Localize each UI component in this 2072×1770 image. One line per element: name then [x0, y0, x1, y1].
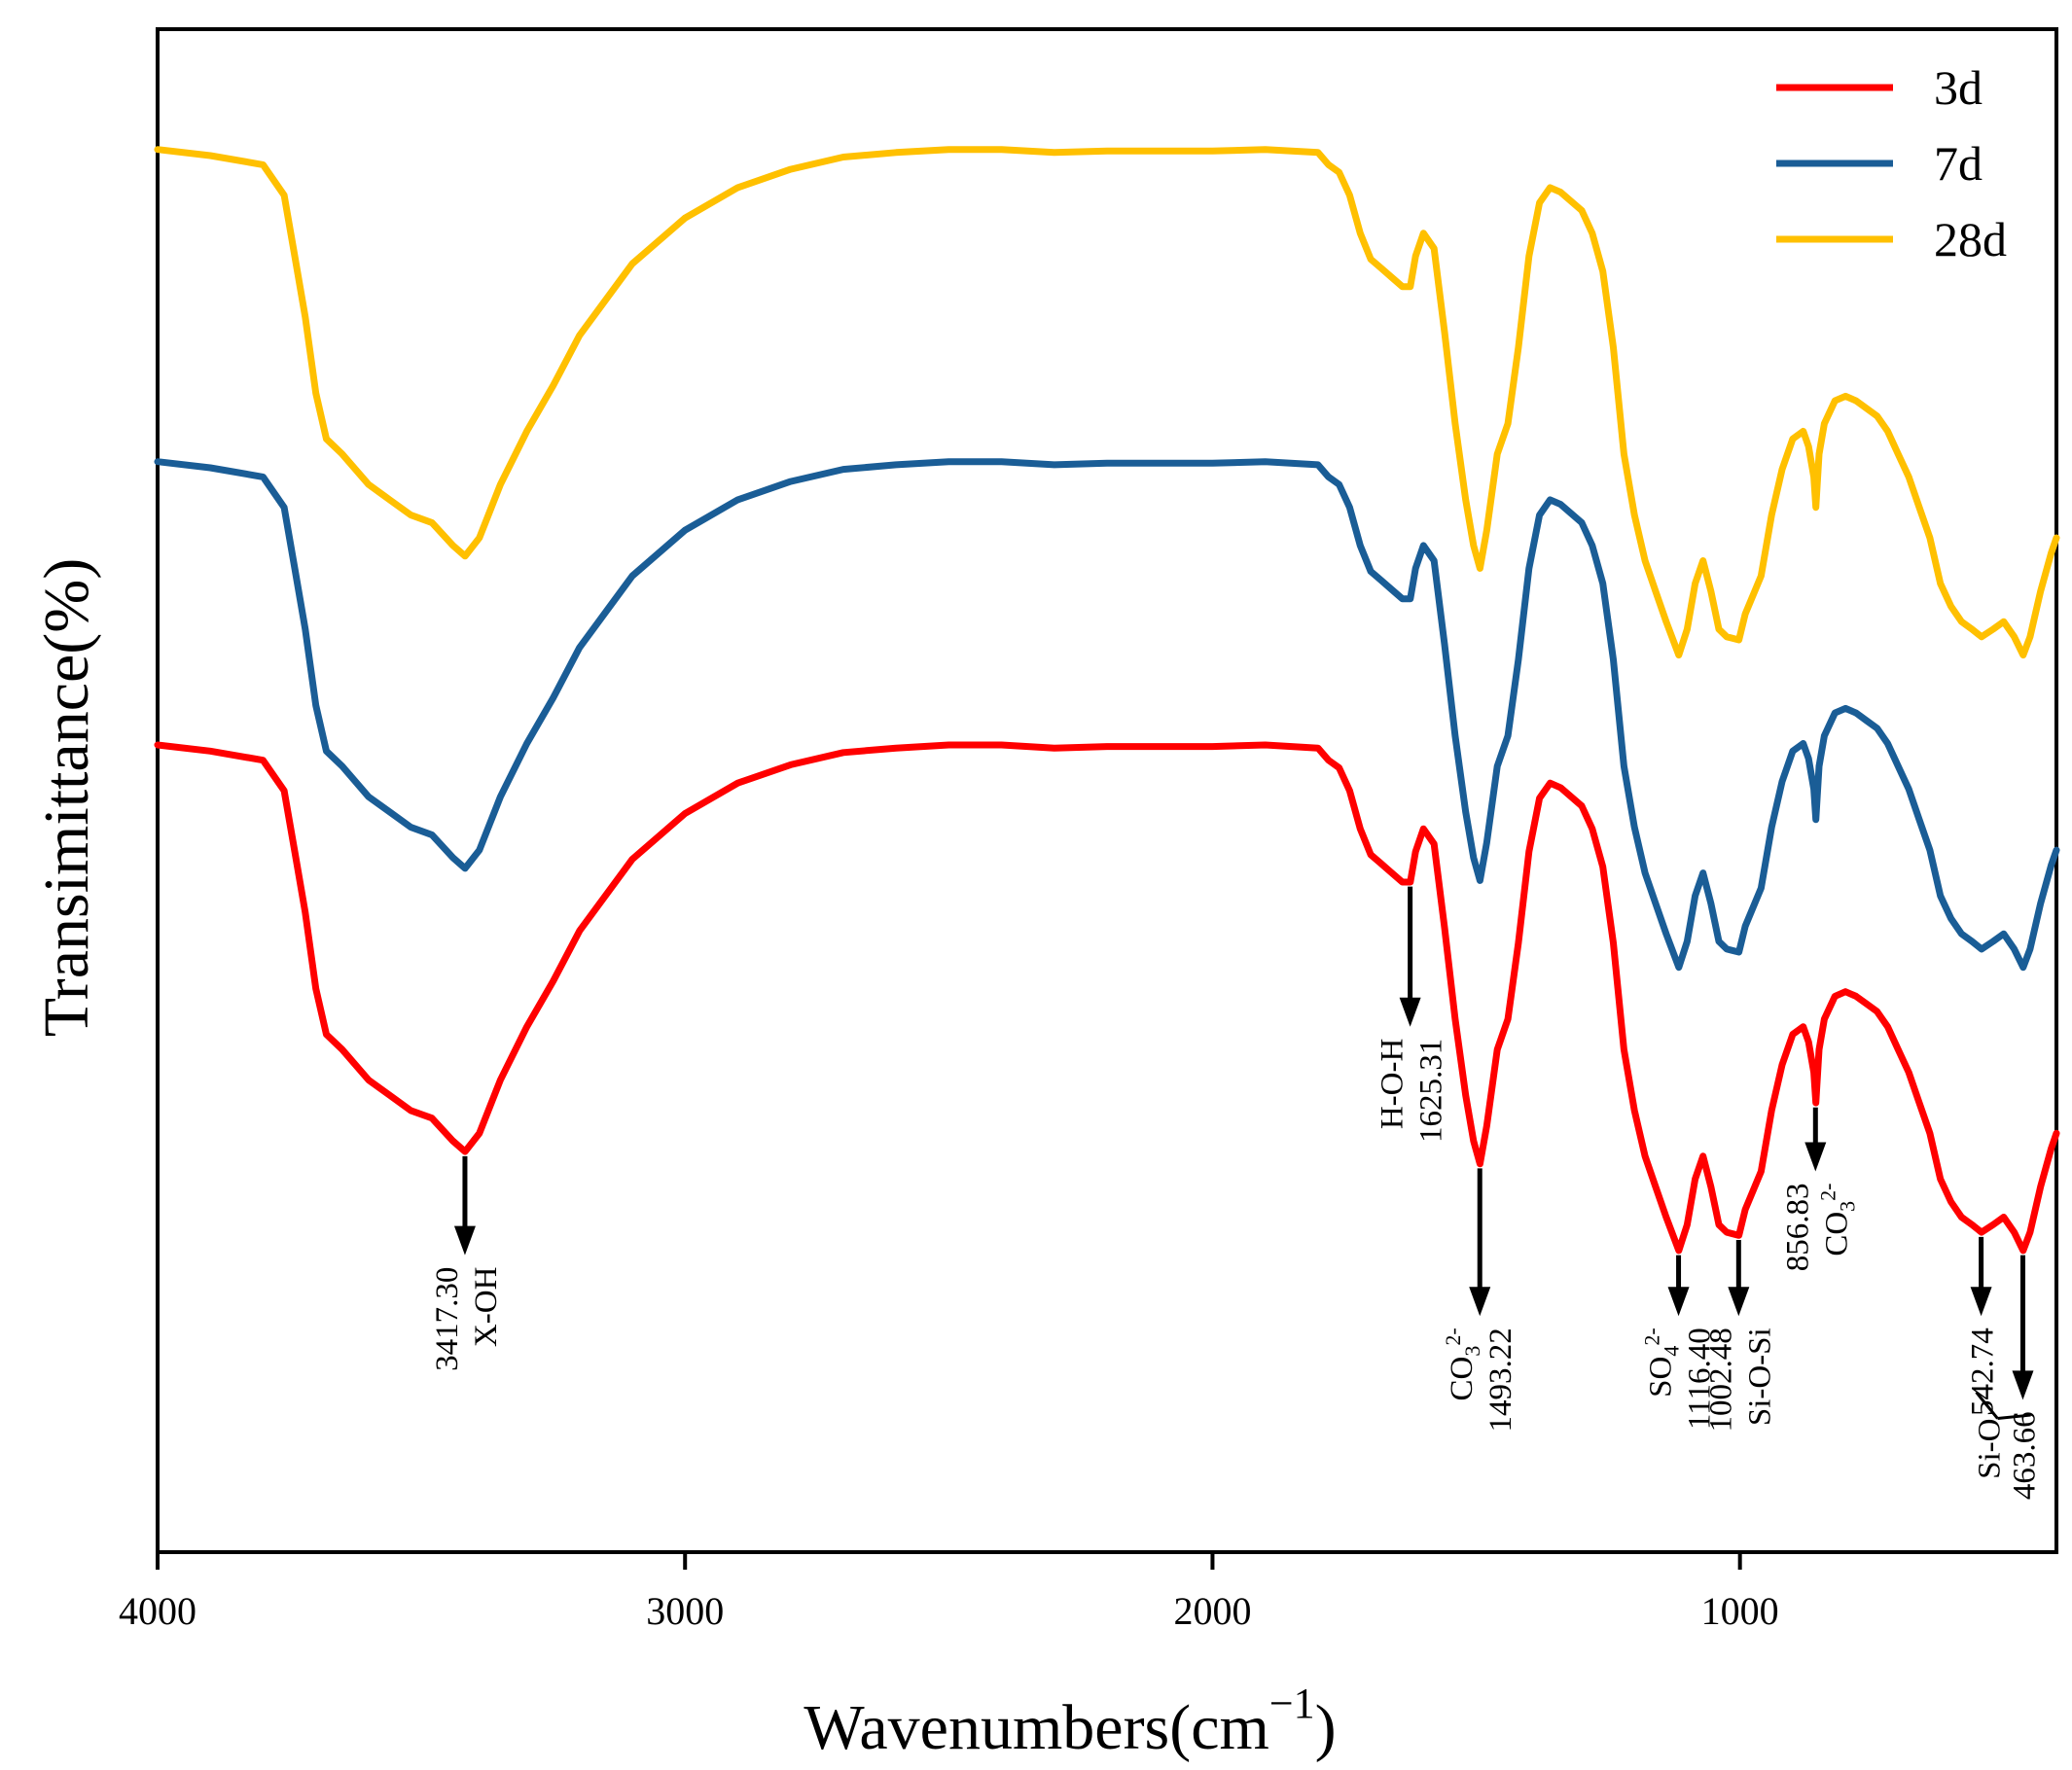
annotation-sio1: 542.74: [1966, 1236, 2001, 1416]
annotation-label: Si-O-Si: [1742, 1328, 1777, 1426]
annotation-label: 3417.30: [430, 1267, 465, 1371]
x-axis-title: Wavenumbers(cm−1): [804, 1680, 1336, 1763]
annotation-arrow-head: [453, 1225, 476, 1256]
annotation-arrow-head: [1399, 997, 1421, 1027]
annotation-co3b: 856.83 CO32-: [1780, 1107, 1859, 1272]
annotation-so4: SO42- 1116.40: [1640, 1255, 1718, 1430]
annotation-sios: 1002.48 Si-O-Si: [1703, 1239, 1777, 1433]
annotation-arrow-head: [1728, 1287, 1750, 1317]
annotation-co3a: CO32- 1493.22: [1441, 1168, 1518, 1433]
annotation-label: 1493.22: [1483, 1328, 1518, 1432]
annotation-label: 1625.31: [1414, 1039, 1449, 1143]
annotation-sio2: 463.66: [2008, 1255, 2043, 1500]
annotation-label: 1116.40: [1683, 1328, 1718, 1430]
x-axis-title-sup: −1: [1269, 1680, 1315, 1727]
annotation-arrow-head: [1667, 1287, 1690, 1317]
si-o-label: Si-O: [1973, 1419, 2008, 1479]
x-tick-label: 4000: [119, 1589, 196, 1633]
x-tick-label: 1000: [1701, 1589, 1779, 1633]
legend-label-28d: 28d: [1934, 212, 2007, 266]
annotation-label: X-OH: [469, 1267, 504, 1347]
x-tick-label: 3000: [646, 1589, 724, 1633]
annotation-si-o: Si-O: [1973, 1391, 2031, 1479]
annotation-arrow-head: [1970, 1287, 1992, 1317]
annotation-oh: 3417.30 X-OH: [430, 1155, 504, 1371]
si-o-connector: [1997, 1413, 2031, 1421]
annotation-label: H-O-H: [1375, 1039, 1411, 1129]
legend-label-7d: 7d: [1934, 136, 1983, 191]
annotation-hoh: H-O-H 1625.31: [1375, 886, 1449, 1143]
x-axis-title-close: ): [1315, 1692, 1337, 1763]
x-axis: 4000 3000 2000 1000: [119, 1552, 1779, 1633]
series-line-28d: [154, 146, 2060, 659]
annotation-arrow-head: [2012, 1370, 2034, 1400]
annotation-label: 856.83: [1780, 1184, 1815, 1272]
y-axis-title: Transimittance(%): [31, 558, 102, 1037]
si-o-connector: [1975, 1391, 1999, 1420]
annotation-label: 1002.48: [1703, 1328, 1738, 1432]
legend: 3d 7d 28d: [1776, 60, 2007, 266]
annotation-arrow-head: [1804, 1142, 1827, 1172]
annotation-label: CO32-: [1815, 1184, 1859, 1257]
series-layer: [154, 146, 2060, 1255]
legend-label-3d: 3d: [1934, 60, 1983, 115]
series-line-3d: [154, 741, 2060, 1255]
series-line-7d: [154, 458, 2060, 972]
x-tick-label: 2000: [1173, 1589, 1251, 1633]
annotation-label: SO42-: [1640, 1328, 1684, 1398]
annotation-label: 463.66: [2008, 1411, 2043, 1500]
x-axis-title-main: Wavenumbers(cm: [804, 1692, 1269, 1763]
annotation-arrow-head: [1469, 1287, 1491, 1317]
annotation-label: CO32-: [1441, 1328, 1484, 1400]
plot-frame: [156, 27, 2058, 1554]
